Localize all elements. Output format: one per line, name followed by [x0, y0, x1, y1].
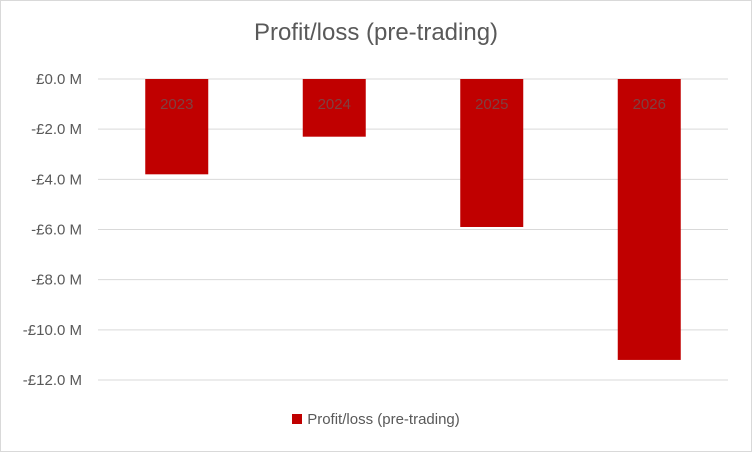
legend-label: Profit/loss (pre-trading): [307, 411, 460, 428]
legend-swatch: [292, 414, 303, 424]
category-label: 2023: [160, 96, 193, 113]
bar-2025: [460, 79, 524, 227]
y-tick-label: £0.0 M: [36, 71, 82, 88]
bar-2023: [145, 79, 209, 175]
y-axis-tick-labels: £0.0 M -£2.0 M -£4.0 M -£6.0 M -£8.0 M -£10.0…: [23, 71, 82, 389]
category-labels: 2023 2024 2025 2026: [160, 96, 666, 113]
y-tick-label: -£8.0 M: [31, 272, 82, 289]
chart-title: Profit/loss (pre-trading): [253, 19, 499, 46]
category-label: 2026: [633, 96, 666, 113]
y-tick-label: -£12.0 M: [23, 372, 82, 389]
bars: [145, 79, 681, 360]
y-tick-label: -£6.0 M: [31, 222, 82, 239]
legend: Profit/loss (pre-trading): [1, 411, 751, 428]
bar-2024: [302, 79, 366, 137]
category-label: 2025: [475, 96, 508, 113]
y-tick-label: -£10.0 M: [23, 322, 82, 339]
y-tick-label: -£4.0 M: [31, 171, 82, 188]
category-label: 2024: [318, 96, 351, 113]
bar-2026: [617, 79, 681, 360]
y-tick-label: -£2.0 M: [31, 121, 82, 138]
